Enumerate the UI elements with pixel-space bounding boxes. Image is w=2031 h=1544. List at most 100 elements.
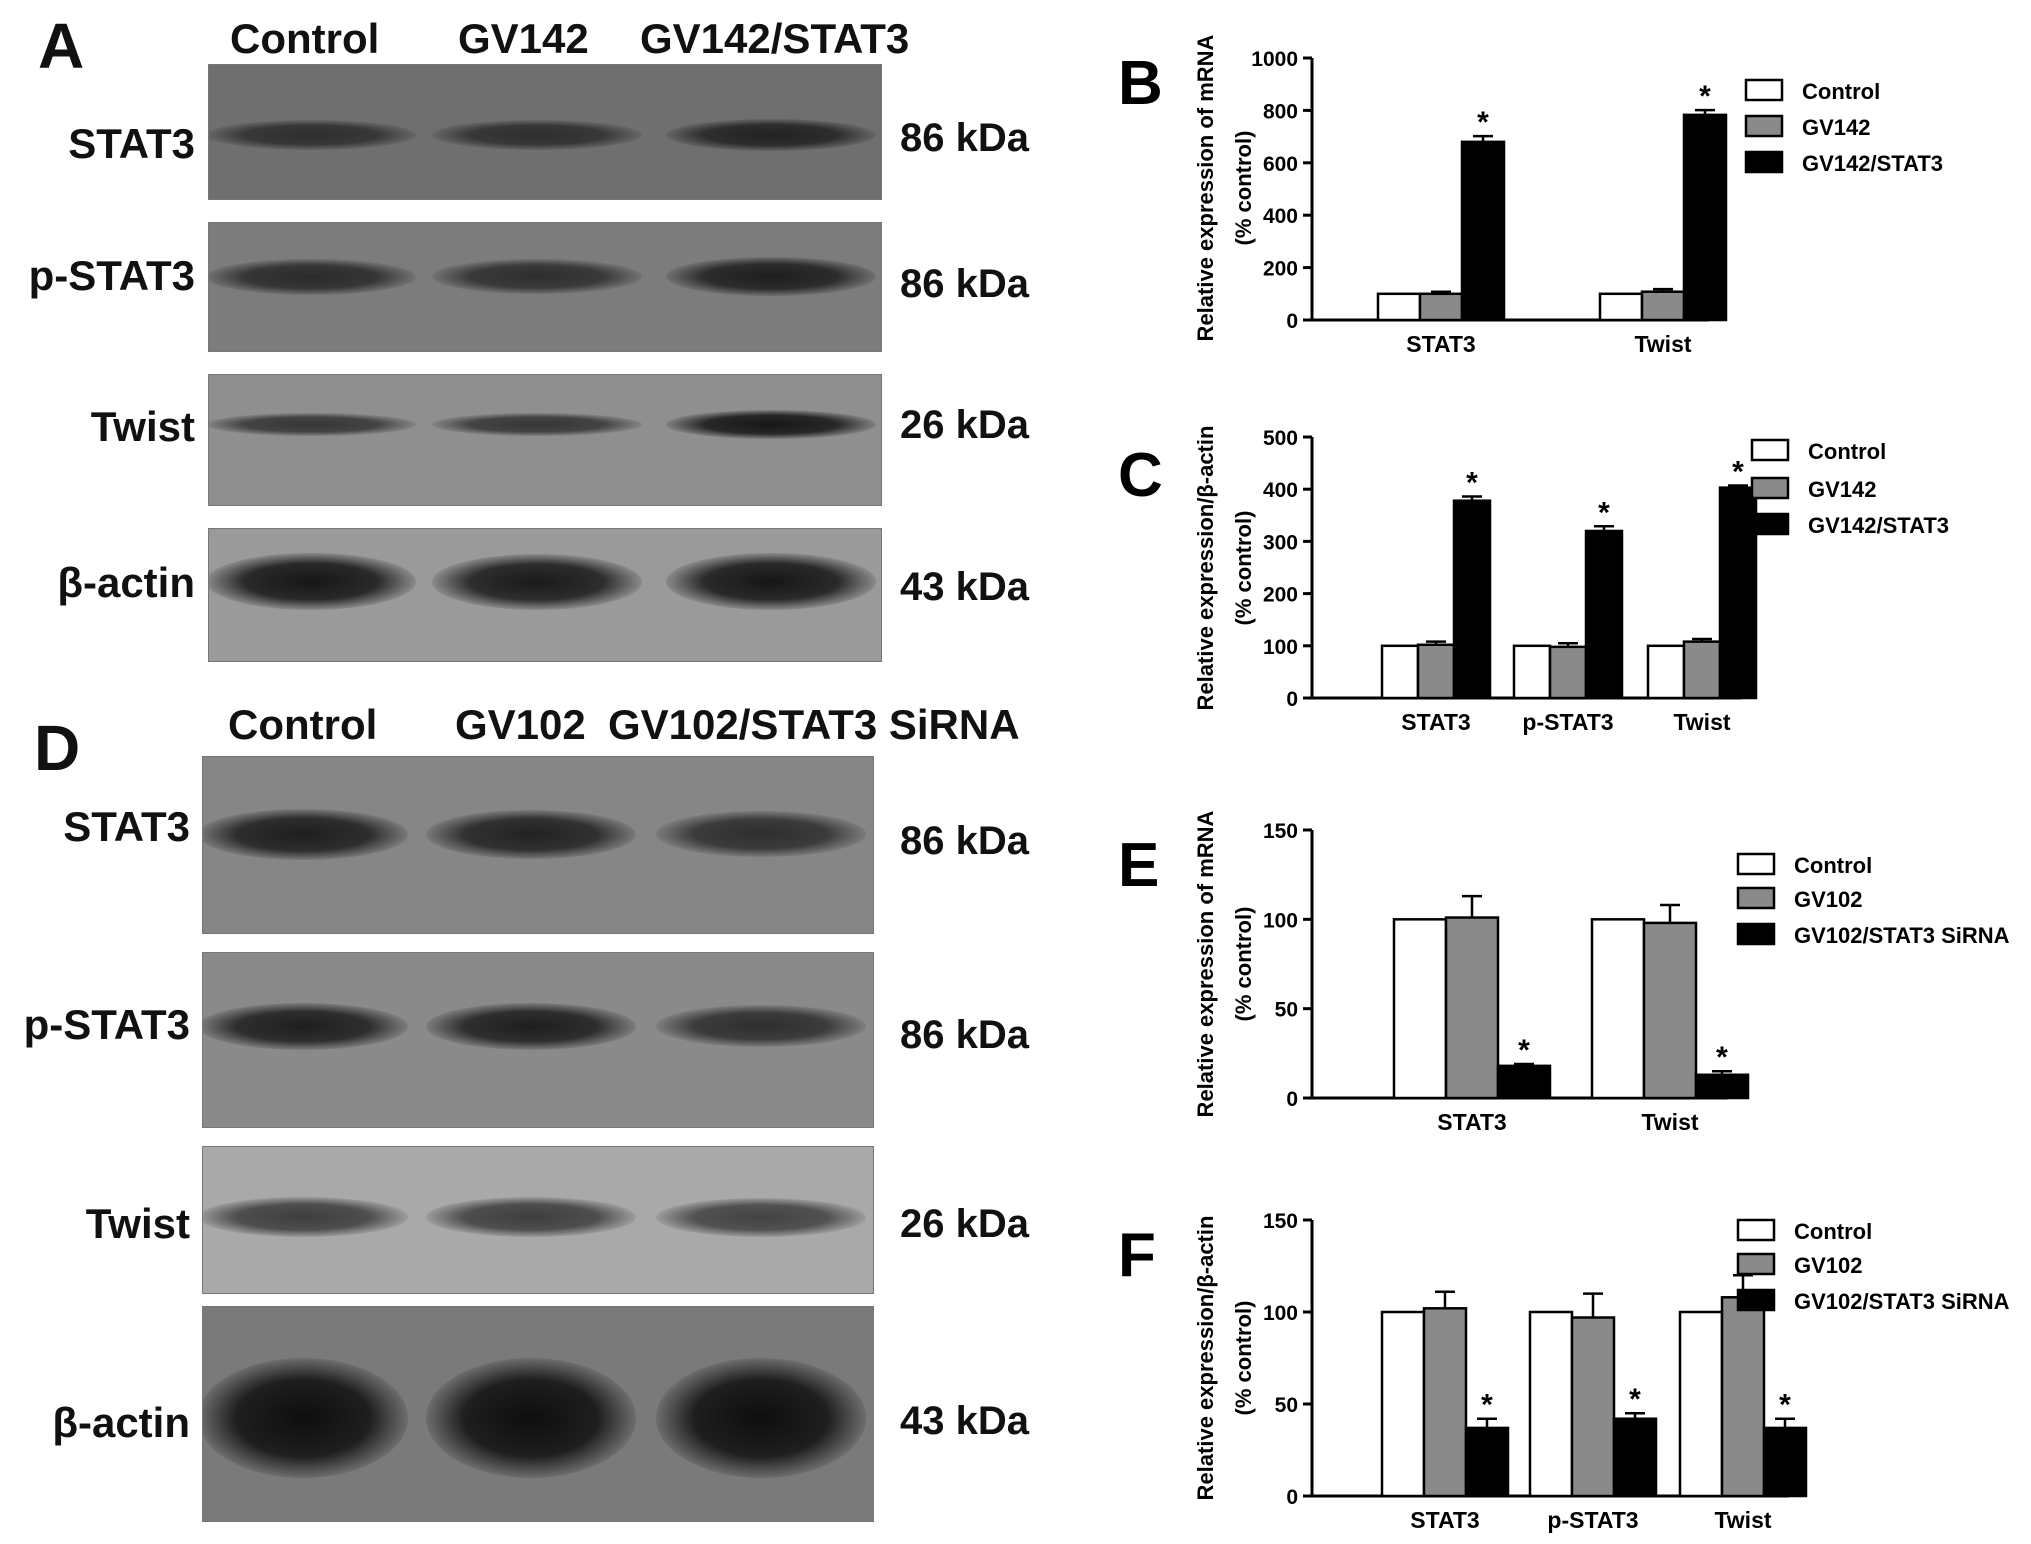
- bar-gv102-stat3-sirna: [1694, 1073, 1750, 1100]
- legend-swatch: [1744, 78, 1784, 102]
- legend-label: Control: [1808, 439, 1886, 464]
- lane-label: GV142: [458, 15, 589, 62]
- legend-swatch: [1750, 512, 1790, 536]
- bar-gv102-stat3-sirna: [1762, 1426, 1808, 1498]
- protein-band: [656, 811, 866, 858]
- protein-band: [432, 259, 642, 295]
- legend-swatch: [1744, 150, 1784, 174]
- y-tick-label: 50: [1275, 1394, 1298, 1417]
- significance-marker: *: [1466, 467, 1478, 500]
- legend-label: GV102: [1794, 887, 1863, 912]
- y-tick-label: 200: [1263, 258, 1298, 281]
- legend-label: GV102/STAT3 SiRNA: [1794, 923, 2010, 948]
- bar-gv142-stat3: [1718, 486, 1758, 700]
- x-category-label: STAT3: [1401, 709, 1470, 735]
- molecular-weight-label: 43 kDa: [900, 564, 1029, 609]
- y-axis-label: Relative expression of mRNA: [1193, 810, 1218, 1117]
- y-tick-label: 500: [1263, 427, 1298, 450]
- y-axis-label-unit: (% control): [1231, 1301, 1256, 1416]
- y-tick-label: 1000: [1251, 48, 1298, 71]
- bar-control: [1678, 1310, 1724, 1498]
- protein-band: [209, 258, 416, 295]
- legend-swatch: [1736, 852, 1776, 876]
- bar-gv142-stat3: [1460, 140, 1506, 322]
- protein-band: [432, 412, 642, 436]
- legend-label: GV142/STAT3: [1802, 151, 1943, 176]
- bar-gv102: [1444, 916, 1500, 1100]
- blot-strip: [208, 374, 882, 506]
- bar-gv142: [1682, 640, 1722, 700]
- y-tick-label: 0: [1286, 310, 1298, 333]
- molecular-weight-label: 86 kDa: [900, 115, 1029, 160]
- significance-marker: *: [1732, 456, 1744, 489]
- lane-label: GV102/STAT3 SiRNA: [608, 701, 1020, 748]
- protein-band: [432, 119, 642, 150]
- bar-gv142: [1548, 645, 1588, 700]
- row-label: β-actin: [57, 558, 195, 606]
- bar-gv142: [1418, 292, 1464, 322]
- significance-marker: *: [1699, 80, 1711, 113]
- significance-marker: *: [1779, 1389, 1791, 1422]
- y-tick-label: 200: [1263, 584, 1298, 607]
- bar-control: [1376, 292, 1422, 322]
- legend-label: GV102/STAT3 SiRNA: [1794, 1289, 2010, 1314]
- legend-label: GV142: [1808, 477, 1877, 502]
- legend-swatch: [1736, 922, 1776, 946]
- lane-label: Control: [228, 701, 378, 748]
- blot-strip: [202, 756, 874, 934]
- row-label: STAT3: [63, 803, 190, 851]
- bar-gv142: [1640, 290, 1686, 322]
- y-tick-label: 100: [1263, 1302, 1298, 1325]
- legend-label: Control: [1802, 79, 1880, 104]
- panel-label: E: [1118, 831, 1159, 900]
- panel-label: B: [1118, 49, 1163, 118]
- y-axis-label: Relative expression/β-actin: [1193, 426, 1218, 711]
- panel-label: C: [1118, 441, 1163, 510]
- legend-swatch: [1750, 438, 1790, 462]
- row-label: STAT3: [68, 119, 195, 167]
- protein-band: [209, 412, 416, 436]
- lane-label: Control: [230, 15, 380, 62]
- y-tick-label: 50: [1275, 999, 1298, 1022]
- significance-marker: *: [1716, 1041, 1728, 1074]
- y-tick-label: 150: [1263, 1210, 1298, 1233]
- y-axis-label: Relative expression of mRNA: [1193, 34, 1218, 341]
- blot-strip: [208, 222, 882, 352]
- blot-strip: [202, 1306, 874, 1522]
- y-tick-label: 0: [1286, 688, 1298, 711]
- protein-band: [656, 1358, 866, 1479]
- molecular-weight-label: 86 kDa: [900, 1013, 1029, 1058]
- significance-marker: *: [1477, 106, 1489, 139]
- protein-band: [432, 553, 642, 610]
- protein-band: [666, 118, 876, 151]
- x-category-label: p-STAT3: [1522, 709, 1613, 735]
- bar-control: [1392, 918, 1448, 1100]
- protein-band: [666, 553, 876, 611]
- y-axis-label-unit: (% control): [1231, 907, 1256, 1022]
- significance-marker: *: [1598, 496, 1610, 529]
- protein-band: [426, 809, 636, 859]
- y-tick-label: 150: [1263, 820, 1298, 843]
- bar-gv142-stat3: [1682, 113, 1728, 322]
- y-tick-label: 400: [1263, 205, 1298, 228]
- blot-strip: [208, 528, 882, 662]
- legend-swatch: [1736, 1218, 1776, 1242]
- legend-swatch: [1736, 886, 1776, 910]
- y-tick-label: 300: [1263, 531, 1298, 554]
- row-label: β-actin: [52, 1399, 190, 1447]
- protein-band: [426, 1197, 636, 1238]
- lane-label: GV102: [455, 701, 586, 748]
- legend-label: GV102: [1794, 1253, 1863, 1278]
- panel-label: D: [34, 712, 81, 784]
- y-tick-label: 400: [1263, 479, 1298, 502]
- row-label: Twist: [85, 1200, 190, 1248]
- bar-gv102-stat3-sirna: [1496, 1064, 1552, 1100]
- row-label: Twist: [90, 403, 195, 451]
- bar-gv102-stat3-sirna: [1612, 1417, 1658, 1498]
- legend-swatch: [1736, 1252, 1776, 1276]
- x-category-label: Twist: [1634, 331, 1691, 357]
- x-category-label: STAT3: [1406, 331, 1475, 357]
- x-category-label: Twist: [1673, 709, 1730, 735]
- panel-label: F: [1118, 1221, 1156, 1290]
- protein-band: [426, 1002, 636, 1050]
